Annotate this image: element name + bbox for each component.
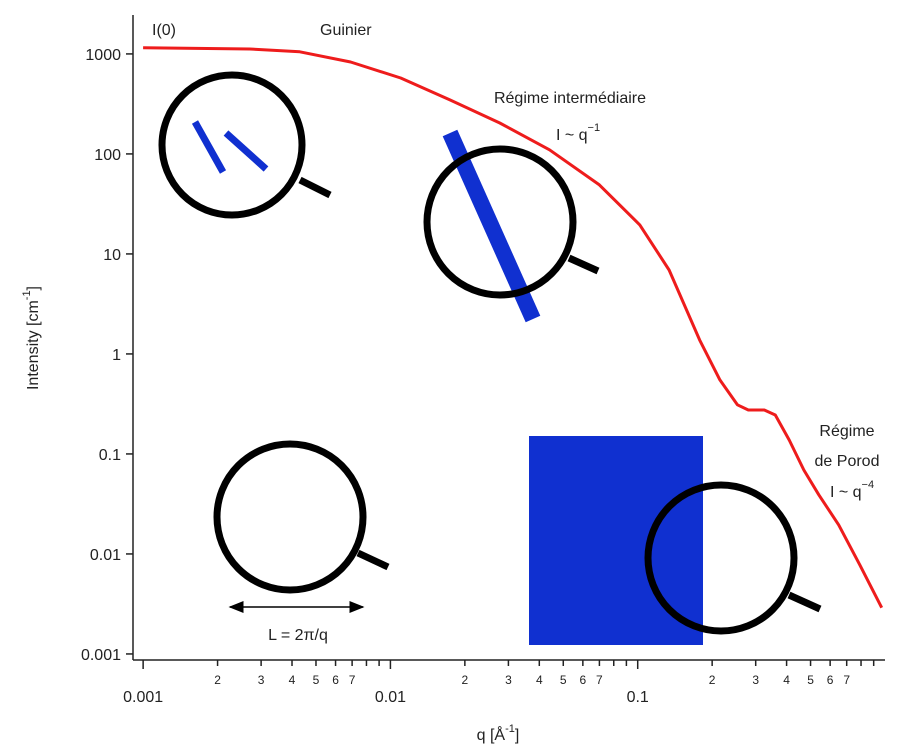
x-axis-label: q [Å-1]	[477, 723, 520, 744]
y-tick-label: 1000	[85, 47, 121, 64]
x-tick-label: 3	[258, 673, 265, 687]
rod-small	[223, 130, 269, 172]
x-tick-label: 0.001	[123, 689, 163, 706]
x-tick-label: 5	[560, 673, 567, 687]
x-tick-label: 7	[349, 673, 356, 687]
axis-label-text: ]	[25, 286, 42, 290]
annotation-text: I ~ q	[830, 484, 862, 501]
axis-label-sup: -1	[21, 290, 33, 300]
x-tick-label: 2	[709, 673, 716, 687]
annotation-sup: −4	[862, 479, 875, 491]
y-axis-label: Intensity [cm-1]	[21, 286, 42, 390]
intensity-curve	[143, 46, 884, 609]
annotation: I ~ q−4	[830, 479, 874, 501]
axis-label-sup: -1	[505, 723, 515, 735]
x-tick-label: 6	[580, 673, 587, 687]
y-tick-label: 10	[103, 247, 121, 264]
magnifier-handle	[298, 176, 332, 199]
illustrations	[158, 71, 822, 645]
axis-label-text: ]	[515, 727, 519, 744]
y-tick-label: 100	[94, 147, 121, 164]
annotation: Guinier	[320, 22, 372, 39]
x-tick-label: 0.01	[375, 689, 406, 706]
annotation: de Porod	[815, 453, 880, 470]
magnifier	[213, 440, 367, 594]
y-tick-label: 0.1	[99, 447, 121, 464]
y-tick-label: 0.01	[90, 547, 121, 564]
magnifier	[644, 481, 798, 635]
x-tick-label: 6	[827, 673, 834, 687]
annotation: I ~ q−1	[556, 122, 600, 144]
rod-large	[442, 129, 541, 323]
x-tick-label: 5	[313, 673, 320, 687]
x-tick-label: 3	[505, 673, 512, 687]
annotation: Régime intermédiaire	[494, 90, 646, 107]
x-tick-label: 2	[462, 673, 469, 687]
magnifier	[423, 145, 577, 299]
axis-label-text: q [Å	[477, 725, 506, 744]
x-tick-label: 4	[536, 673, 543, 687]
magnifier-handle	[356, 549, 390, 571]
annotation-text: I ~ q	[556, 127, 588, 144]
x-tick-label: 4	[289, 673, 296, 687]
annotation-sup: −1	[588, 122, 601, 134]
annotation: L = 2π/q	[268, 627, 328, 644]
x-tick-label: 3	[752, 673, 759, 687]
x-tick-label: 6	[332, 673, 339, 687]
rod-small	[191, 120, 227, 174]
x-tick-label: 5	[807, 673, 814, 687]
x-tick-label: 2	[214, 673, 221, 687]
y-tick-label: 0.001	[81, 647, 121, 664]
magnifier	[158, 71, 306, 219]
magnifier-handle	[787, 591, 822, 613]
x-tick-label: 7	[596, 673, 603, 687]
axis-label-text: Intensity [cm	[25, 300, 42, 390]
x-tick-label: 0.1	[627, 689, 649, 706]
y-tick-label: 1	[112, 347, 121, 364]
x-tick-label: 4	[783, 673, 790, 687]
annotation: Régime	[819, 423, 874, 440]
magnifier-handle	[567, 254, 600, 275]
annotation: I(0)	[152, 22, 176, 39]
x-tick-label: 7	[843, 673, 850, 687]
